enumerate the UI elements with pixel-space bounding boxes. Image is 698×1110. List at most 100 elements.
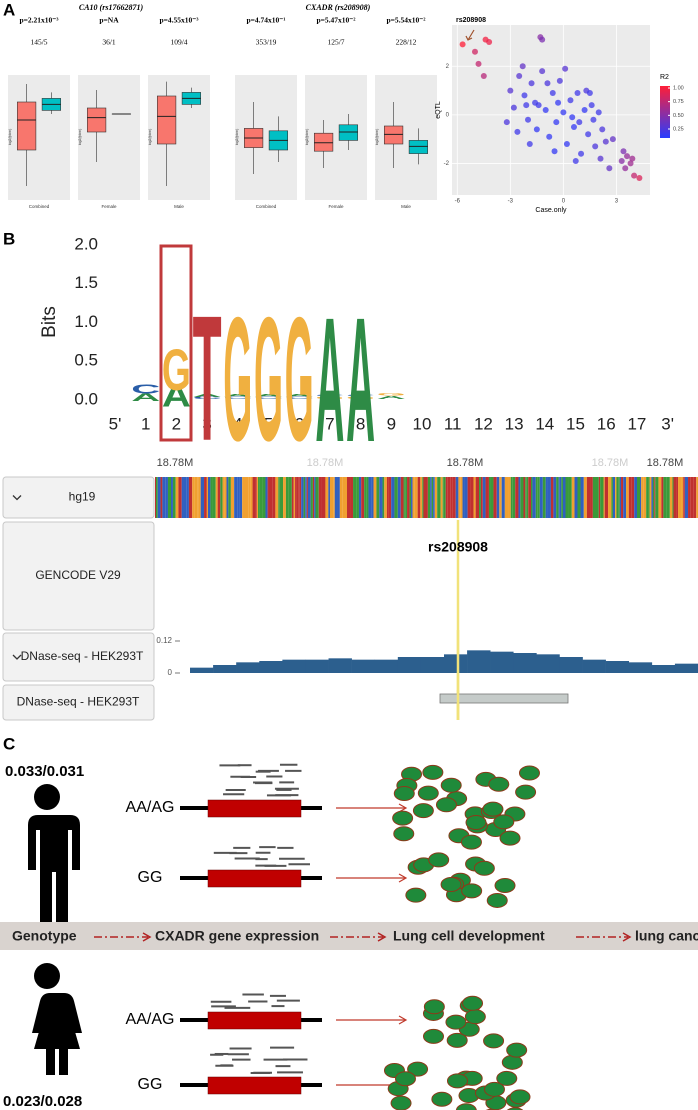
cell	[506, 1107, 524, 1110]
sequence-stripe	[198, 477, 201, 518]
logo-letter: G	[254, 282, 283, 478]
sequence-stripe	[239, 477, 243, 518]
sequence-stripe	[248, 477, 251, 518]
y-axis-label: log2(fpkm)	[305, 129, 309, 146]
male-body	[24, 815, 80, 930]
scatter-point	[585, 131, 592, 138]
sequence-stripe	[608, 477, 612, 518]
sequence-stripe	[312, 477, 315, 518]
coverage-bar	[305, 659, 329, 673]
p-value: p=2.21x10⁻³	[19, 16, 59, 25]
sequence-stripe	[366, 477, 369, 518]
scatter-point	[572, 158, 579, 164]
logo-letter: T	[193, 278, 222, 478]
logo-letter: C	[193, 396, 222, 400]
coverage-bar	[490, 651, 514, 673]
cell	[407, 1061, 429, 1077]
coverage-bar	[420, 657, 445, 673]
sequence-stripe	[417, 477, 421, 518]
sequence-stripe	[242, 477, 246, 518]
scatter-point	[546, 133, 553, 140]
position-label: 14	[535, 414, 554, 433]
coverage-bar	[651, 665, 676, 673]
cell	[486, 892, 508, 908]
sequence-stripe	[329, 477, 334, 518]
sequence-stripe	[314, 477, 316, 518]
scatter-point	[570, 124, 577, 130]
sequence-stripe	[194, 477, 198, 518]
cell	[509, 1089, 531, 1105]
scatter-point	[556, 77, 563, 84]
sequence-stripe	[407, 477, 410, 518]
sequence-stripe	[299, 477, 302, 518]
sequence-stripe	[171, 477, 173, 518]
sequence-stripe	[303, 477, 306, 518]
scatter-point	[503, 119, 510, 126]
cell	[473, 860, 495, 876]
sequence-stripe	[411, 477, 413, 518]
logo-letter: C	[254, 396, 283, 400]
sequence-stripe	[663, 477, 667, 518]
sequence-stripe	[473, 477, 476, 518]
sequence-stripe	[590, 477, 593, 518]
x-axis-title: Case.only	[535, 207, 567, 214]
sequence-stripe	[445, 477, 448, 518]
sequence-stripe	[382, 477, 385, 518]
scatter-point	[574, 90, 581, 96]
male-head	[34, 784, 60, 810]
scatter-point	[533, 126, 540, 133]
sequence-stripe	[181, 477, 184, 518]
sequence-stripe	[558, 477, 560, 518]
plot-background	[78, 75, 140, 200]
p-value: p=NA	[99, 16, 119, 25]
sequence-stripe	[280, 477, 284, 518]
track-label-box	[2, 684, 155, 721]
cell	[501, 1054, 523, 1070]
logo-letter: A	[131, 391, 160, 403]
sequence-stripe	[255, 477, 257, 518]
box	[313, 132, 334, 152]
sequence-stripe	[157, 477, 161, 518]
logo-letter: A	[162, 378, 191, 414]
sequence-stripe	[488, 477, 491, 518]
sequence-stripe	[347, 477, 351, 518]
cell	[435, 797, 457, 813]
sequence-stripe	[222, 477, 225, 518]
sequence-stripe	[224, 477, 227, 518]
sequence-stripe	[485, 477, 489, 518]
panel-label: B	[3, 229, 15, 248]
sequence-stripe	[361, 477, 365, 518]
sequence-stripe	[480, 477, 483, 518]
p-value: p=5.47x10⁻²	[316, 16, 356, 25]
scatter-point	[542, 107, 549, 113]
sequence-stripe	[155, 477, 157, 518]
sequence-stripe	[272, 477, 276, 518]
y-tick-label: 2	[446, 64, 450, 70]
scatter-point	[528, 80, 535, 87]
sequence-stripe	[460, 477, 463, 518]
sequence-stripe	[603, 477, 605, 518]
sequence-stripe	[431, 477, 434, 518]
sample-count: 353/19	[256, 38, 277, 47]
x-tick-label: -3	[508, 199, 514, 205]
sequence-stripe	[301, 477, 304, 518]
sequence-stripe	[634, 477, 638, 518]
sequence-stripe	[358, 477, 362, 518]
sequence-stripe	[640, 477, 642, 518]
coverage-bar	[213, 665, 237, 673]
sequence-stripe	[537, 477, 540, 518]
y-axis-label: log2(fpkm)	[8, 129, 12, 146]
cell	[483, 1033, 505, 1049]
sequence-stripe	[649, 477, 652, 518]
y-axis-title: eQTL	[435, 101, 442, 119]
arrow-head	[142, 932, 152, 942]
scatter-point	[514, 128, 521, 135]
sequence-stripe	[204, 477, 207, 518]
sequence-stripe	[559, 477, 562, 518]
coverage-bar	[397, 657, 422, 673]
arrow-head	[622, 932, 632, 942]
sequence-stripe	[167, 477, 172, 518]
sequence-stripe	[400, 477, 404, 518]
sequence-stripe	[655, 477, 659, 518]
